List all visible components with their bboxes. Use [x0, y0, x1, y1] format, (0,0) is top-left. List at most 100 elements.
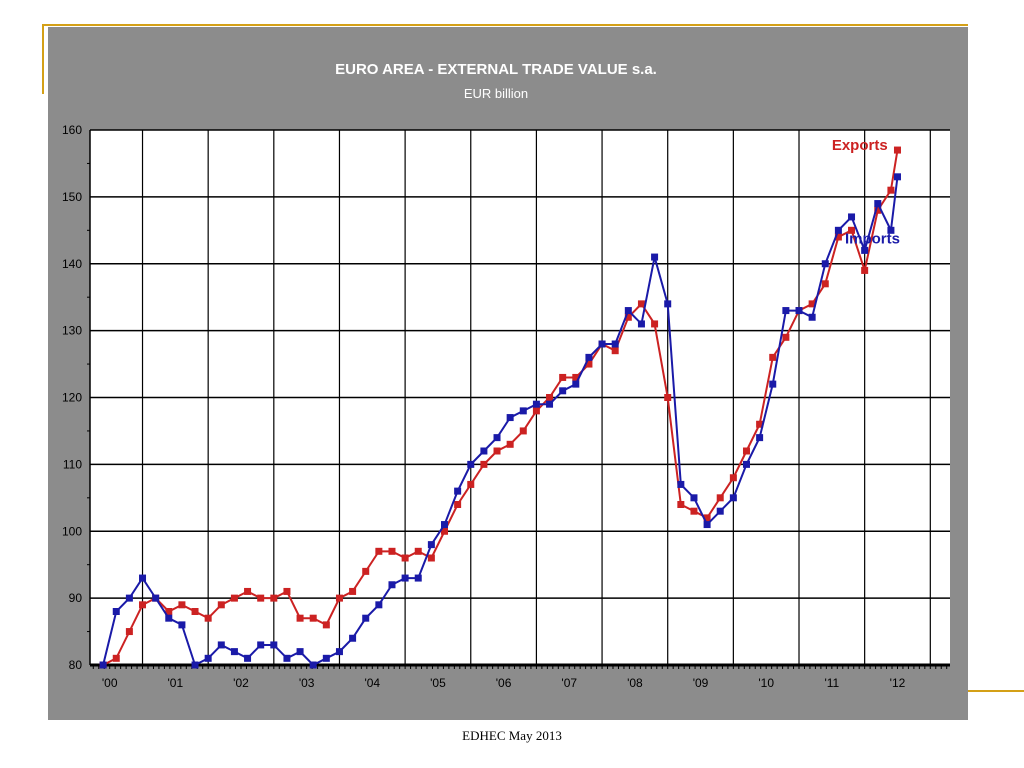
data-point-imports — [795, 307, 803, 315]
x-tick-label: '03 — [299, 676, 315, 690]
data-point-imports — [874, 200, 882, 208]
data-point-imports — [427, 541, 435, 549]
data-point-imports — [782, 307, 790, 315]
data-point-imports — [204, 654, 212, 662]
data-point-exports — [519, 427, 527, 435]
data-point-exports — [585, 360, 593, 368]
data-point-imports — [283, 654, 291, 662]
series-label-imports: Imports — [845, 231, 900, 248]
data-point-exports — [257, 594, 265, 602]
data-point-exports — [349, 587, 357, 595]
x-tick-label: '09 — [693, 676, 709, 690]
data-point-imports — [690, 494, 698, 502]
data-point-exports — [362, 567, 370, 575]
data-point-imports — [296, 648, 304, 656]
data-point-exports — [624, 313, 632, 321]
data-point-exports — [893, 146, 901, 154]
data-point-exports — [125, 628, 133, 636]
data-point-imports — [217, 641, 225, 649]
x-tick-label: '08 — [627, 676, 643, 690]
data-point-exports — [178, 601, 186, 609]
data-point-exports — [467, 480, 475, 488]
data-point-imports — [664, 300, 672, 308]
series-label-exports: Exports — [832, 137, 888, 154]
data-point-imports — [546, 400, 554, 408]
x-tick-label: '06 — [496, 676, 512, 690]
data-point-imports — [165, 614, 173, 622]
chart-title: EURO AREA - EXTERNAL TRADE VALUE s.a. — [335, 61, 657, 78]
data-point-exports — [821, 280, 829, 288]
data-point-imports — [244, 654, 252, 662]
data-point-exports — [375, 547, 383, 555]
y-tick-label: 110 — [63, 457, 82, 471]
data-point-exports — [139, 601, 147, 609]
data-point-imports — [322, 654, 330, 662]
data-point-imports — [559, 387, 567, 395]
data-point-exports — [572, 373, 580, 381]
data-point-exports — [611, 347, 619, 355]
data-point-imports — [112, 608, 120, 615]
data-point-exports — [441, 527, 449, 535]
data-point-imports — [729, 494, 737, 502]
y-tick-label: 130 — [62, 324, 82, 338]
data-point-imports — [651, 253, 659, 261]
data-point-exports — [887, 186, 895, 194]
data-point-exports — [322, 621, 330, 629]
data-point-exports — [848, 226, 856, 234]
data-point-exports — [414, 547, 422, 555]
data-point-exports — [532, 407, 540, 415]
y-tick-label: 100 — [62, 524, 82, 538]
data-point-imports — [139, 574, 147, 582]
data-point-imports — [519, 407, 527, 415]
data-point-exports — [769, 353, 777, 361]
data-point-exports — [874, 206, 882, 214]
y-tick-label: 80 — [69, 658, 83, 672]
data-point-exports — [454, 501, 462, 508]
x-tick-label: '01 — [168, 676, 184, 690]
x-tick-label: '11 — [824, 676, 839, 690]
data-point-exports — [388, 547, 396, 555]
data-point-imports — [716, 507, 724, 515]
x-tick-label: '02 — [233, 676, 249, 690]
chart-subtitle: EUR billion — [464, 86, 528, 101]
data-point-imports — [848, 213, 856, 221]
data-point-exports — [244, 587, 252, 595]
data-point-imports — [887, 226, 895, 234]
data-point-imports — [532, 400, 540, 408]
data-point-exports — [493, 447, 501, 455]
data-point-exports — [546, 394, 554, 401]
data-point-exports — [637, 300, 645, 308]
data-point-imports — [388, 581, 396, 589]
data-point-imports — [834, 226, 842, 234]
data-point-imports — [362, 614, 370, 622]
data-point-exports — [335, 594, 343, 602]
data-point-imports — [125, 594, 133, 602]
data-point-exports — [808, 300, 816, 308]
chart-panel: EURO AREA - EXTERNAL TRADE VALUE s.a. EU… — [48, 27, 968, 720]
data-point-imports — [401, 574, 409, 582]
data-point-imports — [572, 380, 580, 388]
x-tick-label: '00 — [102, 676, 118, 690]
accent-top-line — [42, 24, 968, 26]
accent-bottom-line — [968, 690, 1024, 692]
data-point-imports — [309, 661, 317, 669]
data-point-imports — [493, 434, 501, 442]
data-point-imports — [191, 661, 199, 669]
data-point-imports — [441, 521, 449, 529]
y-tick-label: 90 — [69, 591, 83, 605]
data-point-exports — [664, 394, 672, 401]
data-point-imports — [480, 447, 488, 455]
data-point-imports — [756, 434, 764, 442]
x-tick-label: '10 — [758, 676, 774, 690]
data-point-exports — [191, 608, 199, 615]
data-point-imports — [821, 260, 829, 268]
data-point-exports — [230, 594, 238, 602]
data-point-imports — [624, 307, 632, 315]
data-point-exports — [834, 233, 842, 241]
x-tick-label: '12 — [890, 676, 906, 690]
x-tick-label: '04 — [364, 676, 380, 690]
data-point-exports — [690, 507, 698, 515]
x-tick-label: '07 — [561, 676, 577, 690]
data-point-imports — [270, 641, 278, 649]
data-point-imports — [99, 661, 107, 669]
